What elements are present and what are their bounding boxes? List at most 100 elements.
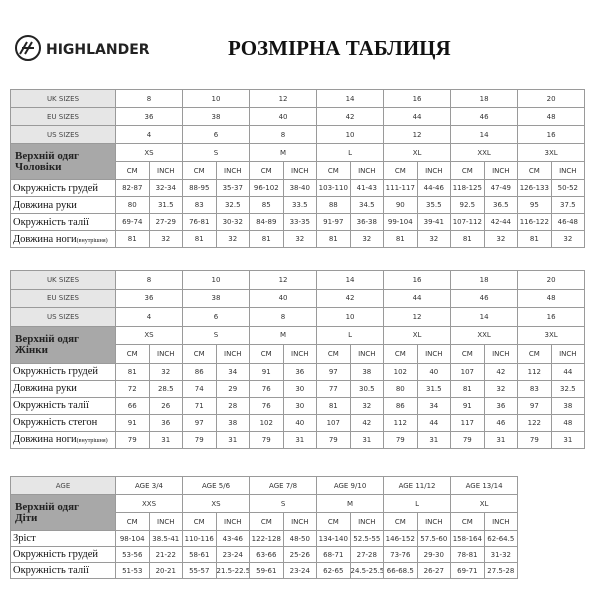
measure-value: 69-74 (115, 213, 150, 231)
measure-value: 81 (383, 230, 418, 248)
size-value: AGE 5/6 (182, 476, 251, 495)
measure-value: 32 (148, 230, 183, 248)
measure-value: 112 (517, 362, 552, 381)
measure-value: 68-71 (316, 546, 351, 563)
size-row: UK SIZES 8 10 12 14 16 18 20 (10, 270, 586, 290)
unit: INCH (483, 512, 519, 531)
size-value: 18 (450, 270, 519, 290)
letter-size: XS (182, 494, 251, 513)
measure-row: Окружність грудей 81 32 86 34 91 36 97 38 102 40 10… (10, 362, 586, 381)
measure-value: 107 (450, 362, 485, 381)
measure-value: 37.5 (550, 196, 586, 214)
measure-value: 107-112 (450, 213, 485, 231)
measure-value: 97 (316, 362, 351, 381)
size-value: 38 (181, 107, 251, 126)
size-value: 40 (249, 107, 318, 126)
measure-value: 77 (316, 379, 351, 398)
measure-value: 32 (282, 230, 318, 248)
measure-value: 62-64.5 (483, 530, 519, 547)
size-value: 20 (517, 89, 586, 108)
measure-value: 79 (115, 430, 150, 449)
measure-value: 76 (249, 379, 284, 398)
measure-name: Довжина руки (13, 199, 77, 211)
unit: INCH (349, 512, 385, 531)
section-header: Верхній одяг Діти (10, 494, 116, 531)
measure-value: 36 (282, 362, 318, 381)
measure-value: 32 (483, 230, 519, 248)
measure-value: 69-71 (450, 562, 485, 579)
section-title: Верхній одяг (15, 149, 80, 162)
measure-value: 31 (483, 430, 519, 449)
size-value: AGE 13/14 (450, 476, 519, 495)
measure-label: Окружність грудей (10, 179, 116, 197)
unit: CM (450, 512, 485, 531)
size-row: EU SIZES 36 38 40 42 44 46 48 (10, 288, 586, 308)
measure-value: 110-116 (182, 530, 217, 547)
unit: INCH (215, 344, 251, 364)
measure-note: (внутрішня) (76, 438, 108, 444)
letter-size: S (181, 325, 251, 345)
letter-size: XL (383, 325, 452, 345)
size-value: 14 (450, 307, 519, 327)
measure-value: 53-56 (115, 546, 150, 563)
measure-value: 34.5 (349, 196, 385, 214)
measure-value: 66-68.5 (383, 562, 418, 579)
measure-value: 86 (182, 362, 217, 381)
measure-value: 79 (450, 430, 485, 449)
measure-name: Довжина ноги (13, 434, 77, 445)
unit: INCH (148, 161, 183, 180)
letter-size: XS (115, 143, 183, 162)
measure-label: Довжина ноги(внутрішня) (10, 430, 116, 449)
unit: INCH (550, 344, 586, 364)
size-value: 4 (115, 125, 183, 144)
unit: CM (517, 344, 552, 364)
measure-value: 48 (550, 413, 586, 432)
size-value: 38 (181, 288, 251, 308)
section-header: Верхній одяг Жінки (10, 325, 116, 364)
size-value: 4 (115, 307, 183, 327)
measure-value: 21-22 (148, 546, 184, 563)
measure-value: 32 (349, 396, 385, 415)
size-value: 42 (316, 107, 385, 126)
measure-value: 112 (383, 413, 418, 432)
measure-value: 46 (483, 413, 519, 432)
measure-value: 32 (550, 230, 586, 248)
measure-value: 31 (215, 430, 251, 449)
size-system: US SIZES (10, 125, 116, 144)
measure-value: 23-24 (282, 562, 318, 579)
measure-value: 27-29 (148, 213, 183, 231)
measure-value: 72 (115, 379, 150, 398)
size-value: 46 (450, 288, 519, 308)
measure-value: 26-27 (416, 562, 452, 579)
measure-value: 25-26 (282, 546, 318, 563)
measure-value: 30 (282, 396, 318, 415)
measure-value: 78-81 (450, 546, 485, 563)
size-value: AGE 11/12 (383, 476, 452, 495)
measure-value: 42 (349, 413, 385, 432)
measure-label: Довжина руки (10, 379, 116, 398)
measure-value: 35.5 (416, 196, 452, 214)
unit: CM (450, 344, 485, 364)
measure-name: Окружність грудей (13, 366, 98, 377)
measure-label: Окружність стегон (10, 413, 116, 432)
measure-label: Окружність грудей (10, 362, 116, 381)
measure-value: 81 (115, 230, 150, 248)
measure-value: 24.5-25.5 (349, 562, 385, 579)
measure-value: 31 (416, 430, 452, 449)
measure-value: 116-122 (517, 213, 552, 231)
unit: INCH (416, 161, 452, 180)
unit: INCH (483, 344, 519, 364)
measure-value: 91 (450, 396, 485, 415)
page-title: РОЗМІРНА ТАБЛИЦЯ (228, 36, 451, 60)
measure-value: 42-44 (483, 213, 519, 231)
unit: INCH (282, 161, 318, 180)
unit: CM (316, 344, 351, 364)
measure-value: 40 (282, 413, 318, 432)
size-value: 36 (115, 288, 183, 308)
measure-value: 102 (249, 413, 284, 432)
measure-value: 31 (282, 430, 318, 449)
measure-value: 146-152 (383, 530, 418, 547)
measure-value: 88-95 (182, 179, 217, 197)
measure-value: 30.5 (349, 379, 385, 398)
unit: CM (182, 344, 217, 364)
